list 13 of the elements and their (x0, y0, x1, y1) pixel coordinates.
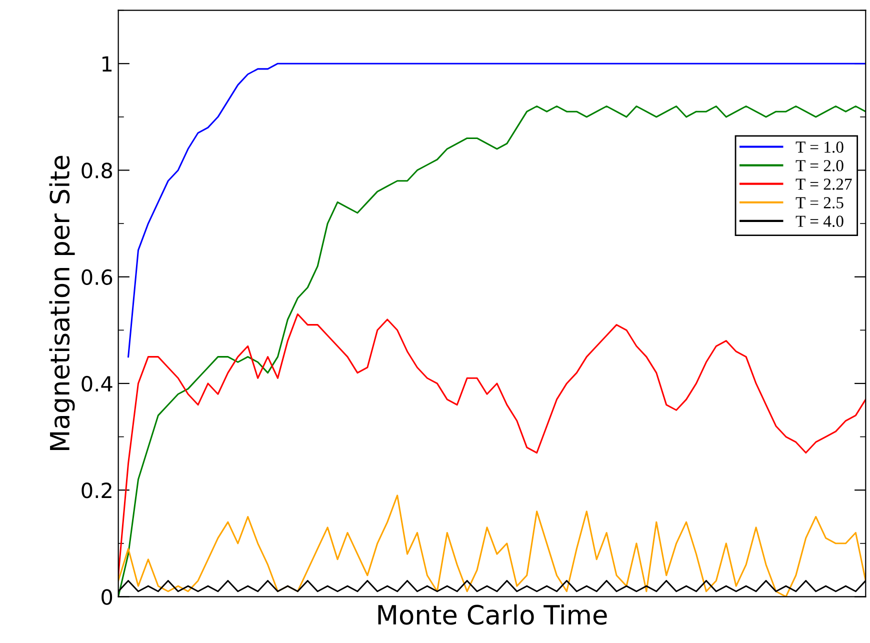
y-tick-label: 1 (102, 56, 112, 72)
legend-label: T = 4.0 (796, 216, 844, 228)
y-tick-label: 0.2 (82, 482, 112, 498)
legend-label: T = 2.0 (796, 160, 844, 172)
legend-label: T = 2.27 (796, 178, 852, 190)
y-tick-label: 0.8 (82, 162, 112, 178)
x-axis-title: Monte Carlo Time (378, 604, 607, 625)
legend-label: T = 1.0 (796, 141, 844, 153)
y-tick-label: 0.4 (82, 376, 112, 392)
y-tick-label: 0 (102, 589, 112, 605)
legend-label: T = 2.5 (796, 197, 844, 208)
y-axis-title: Magnetisation per Site (49, 156, 75, 450)
y-tick-label: 0.6 (82, 269, 112, 286)
